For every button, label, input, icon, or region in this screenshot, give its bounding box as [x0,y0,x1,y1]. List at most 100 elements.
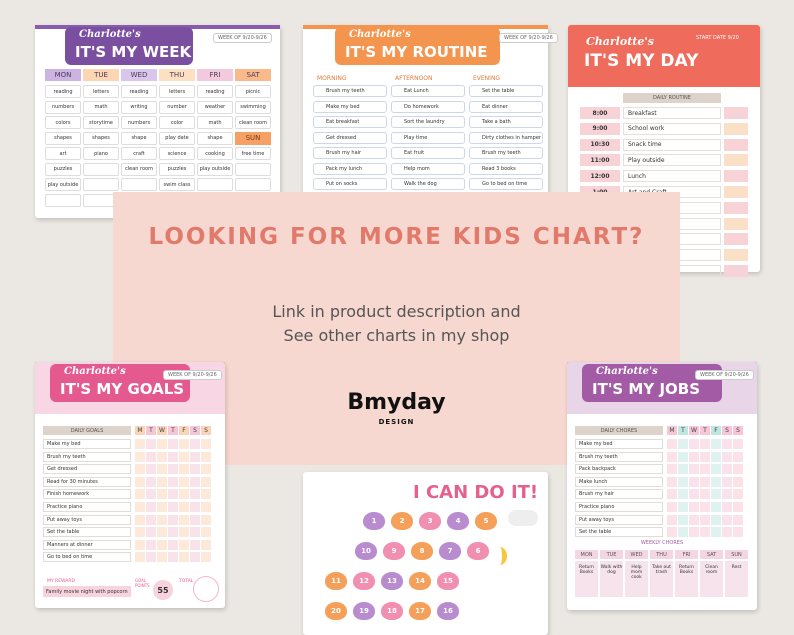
day-letter: T [700,426,710,435]
check-box [201,552,211,563]
task-cell: piano [83,147,119,160]
check-box [711,464,721,475]
task-cell: storytime [83,116,119,129]
step: 7 [439,542,461,560]
check-box [201,539,211,550]
task-cell: cooking [197,147,233,160]
check-box [733,489,743,500]
check-box [201,451,211,462]
task-cell: color [159,116,195,129]
routine-item: Take a bath [469,116,543,128]
sun-header: SUN [235,131,271,145]
activity-cell: Play outside [623,154,721,167]
check-box [135,514,145,525]
check-box [722,489,732,500]
check-box [146,451,156,462]
task-cell: shape [197,131,233,145]
task-cell: shapes [83,131,119,145]
task-cell: puzzles [159,162,195,176]
check-box [146,527,156,538]
check-box [157,439,167,449]
day-letter: S [201,426,211,435]
kid-name: Charlotte's [586,35,654,48]
check-box [146,464,156,475]
check-box [678,502,688,512]
logo: Bmyday [347,390,446,415]
list-item: Make my bed [43,439,131,449]
banner-title: LOOKING FOR MORE KIDS CHART? [148,224,645,250]
weekly-day: SUN [725,550,748,559]
weekly-chore: Return Books [675,561,698,597]
routine-header: DAILY ROUTINE [623,93,721,103]
date-tag: WEEK OF 9/20-9/26 [499,33,558,43]
task-cell: puzzles [45,162,81,176]
routine-item: Eat dinner [469,100,543,113]
routine-item: Brush my hair [313,147,387,159]
banner-line: See other charts in my shop [283,326,510,345]
list-item: Put away toys [43,514,131,525]
weekly-chore: Help mom cook [625,561,648,597]
check-box [179,439,189,449]
total-label: TOTAL [179,579,194,584]
task-cell: science [159,147,195,160]
step: 5 [475,512,497,530]
title-bubble [335,27,500,65]
check-box [667,476,677,487]
task-cell: clean room [235,116,271,129]
check-box [689,451,699,462]
check-box [179,489,189,500]
check-box [667,464,677,475]
date-tag: START DATE 9/20 [696,35,739,41]
task-cell: math [197,116,233,129]
points: 55 [153,580,173,600]
list-item: Make lunch [575,476,663,487]
task-cell [83,178,119,191]
points-label: GOAL POINTS [135,578,150,588]
check-box [700,527,710,538]
check-cell [724,122,748,135]
day-header: WED [121,69,157,81]
check-box [201,476,211,487]
task-cell: letters [83,85,119,98]
date-tag: WEEK OF 9/20-9/26 [163,370,222,380]
list-item: Pack backpack [575,464,663,475]
card-title: IT'S MY GOALS [60,380,185,398]
total-circle [193,576,219,602]
check-box [667,451,677,462]
check-box [722,464,732,475]
check-box [201,464,211,475]
check-box [146,514,156,525]
task-cell: number [159,100,195,114]
check-box [190,464,200,475]
check-box [157,539,167,550]
check-box [733,502,743,512]
check-box [711,527,721,538]
check-box [689,489,699,500]
step: 4 [447,512,469,530]
check-box [179,464,189,475]
check-box [157,502,167,512]
list-item: Practice piano [575,502,663,512]
task-cell: art [45,147,81,160]
task-cell: numbers [121,116,157,129]
check-box [190,476,200,487]
check-box [190,489,200,500]
weekly-chore: Return Books [575,561,598,597]
routine-card: Charlotte's IT'S MY ROUTINE WEEK OF 9/20-9… [303,25,558,205]
step: 17 [409,602,431,620]
task-cell [121,178,157,191]
check-box [667,527,677,538]
task-cell: swim class [159,178,195,191]
task-cell: reading [197,85,233,98]
check-box [722,514,732,525]
day-letter: S [722,426,732,435]
banner-line: Link in product description and [272,302,521,321]
cando-title: I CAN DO IT! [413,482,539,503]
day-header: SAT [235,69,271,81]
check-cell [724,265,748,277]
day-header: FRI [197,69,233,81]
card-title: IT'S MY WEEK [75,43,192,61]
check-box [190,539,200,550]
check-cell [724,107,748,119]
